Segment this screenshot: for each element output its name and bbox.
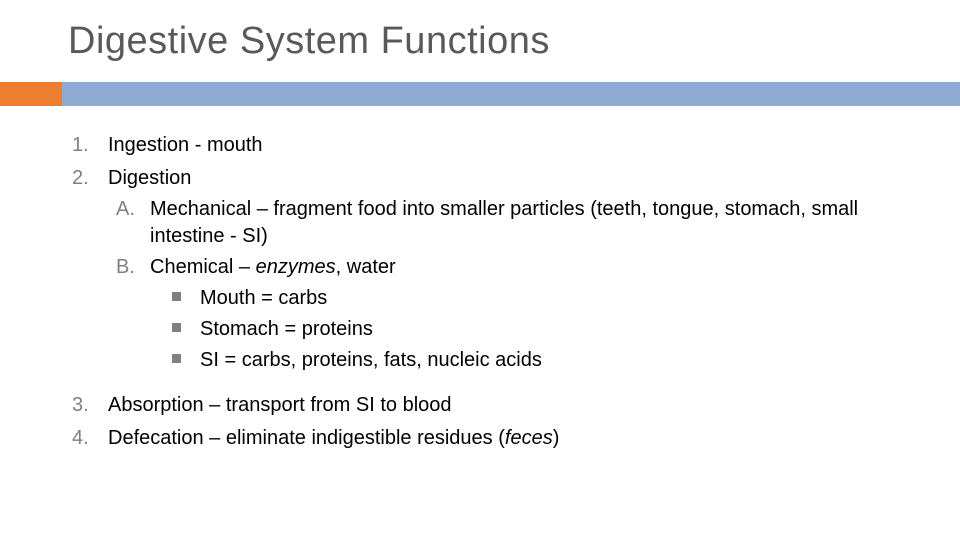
square-bullet-icon <box>172 323 181 332</box>
list-item-label: Digestion <box>108 167 191 189</box>
list-item-text: ) <box>553 427 560 449</box>
accent-orange <box>0 82 62 106</box>
list-item-text: - mouth <box>189 134 262 156</box>
list-item-text: – fragment food into smaller particles (… <box>150 198 858 247</box>
list-marker: 1. <box>72 132 89 159</box>
list-item: Stomach = proteins <box>172 316 912 343</box>
list-item: SI = carbs, proteins, fats, nucleic acid… <box>172 347 912 374</box>
list-item: Mouth = carbs <box>172 285 912 312</box>
list-item-label: Defecation <box>108 427 204 449</box>
list-marker: A. <box>116 196 135 223</box>
list-item-text: – transport from SI to blood <box>204 394 452 416</box>
list-item: 4. Defecation – eliminate indigestible r… <box>72 425 912 452</box>
alpha-list: A. Mechanical – fragment food into small… <box>108 196 912 374</box>
bullet-text: Stomach = proteins <box>200 318 373 340</box>
slide: { "title": "Digestive System Functions",… <box>0 0 960 540</box>
list-item-label: Absorption <box>108 394 204 416</box>
list-item-label: Mechanical <box>150 198 251 220</box>
accent-blue <box>62 82 960 106</box>
list-item: 2. Digestion A. Mechanical – fragment fo… <box>72 165 912 374</box>
list-item: 3. Absorption – transport from SI to blo… <box>72 392 912 419</box>
list-item-text: – eliminate indigestible residues ( <box>204 427 505 449</box>
list-item: 1. Ingestion - mouth <box>72 132 912 159</box>
bullet-text: SI = carbs, proteins, fats, nucleic acid… <box>200 349 542 371</box>
list-marker: 4. <box>72 425 89 452</box>
list-item-label: Ingestion <box>108 134 189 156</box>
square-bullet-icon <box>172 354 181 363</box>
accent-bar <box>0 82 960 106</box>
square-bullet-icon <box>172 292 181 301</box>
slide-title: Digestive System Functions <box>68 20 550 63</box>
ordered-list-2: 3. Absorption – transport from SI to blo… <box>72 392 912 452</box>
italic-text: enzymes <box>256 256 336 278</box>
italic-text: feces <box>505 427 553 449</box>
list-item: A. Mechanical – fragment food into small… <box>116 196 912 250</box>
list-marker: B. <box>116 254 135 281</box>
list-item-text: , water <box>336 256 396 278</box>
list-item: B. Chemical – enzymes, water Mouth = car… <box>116 254 912 374</box>
bullet-list: Mouth = carbs Stomach = proteins SI = ca… <box>150 285 912 374</box>
list-item-label: Chemical <box>150 256 233 278</box>
bullet-text: Mouth = carbs <box>200 287 327 309</box>
list-item-text: – <box>233 256 255 278</box>
ordered-list-1: 1. Ingestion - mouth 2. Digestion A. Mec… <box>72 132 912 374</box>
content-body: 1. Ingestion - mouth 2. Digestion A. Mec… <box>72 132 912 458</box>
list-marker: 2. <box>72 165 89 192</box>
list-marker: 3. <box>72 392 89 419</box>
